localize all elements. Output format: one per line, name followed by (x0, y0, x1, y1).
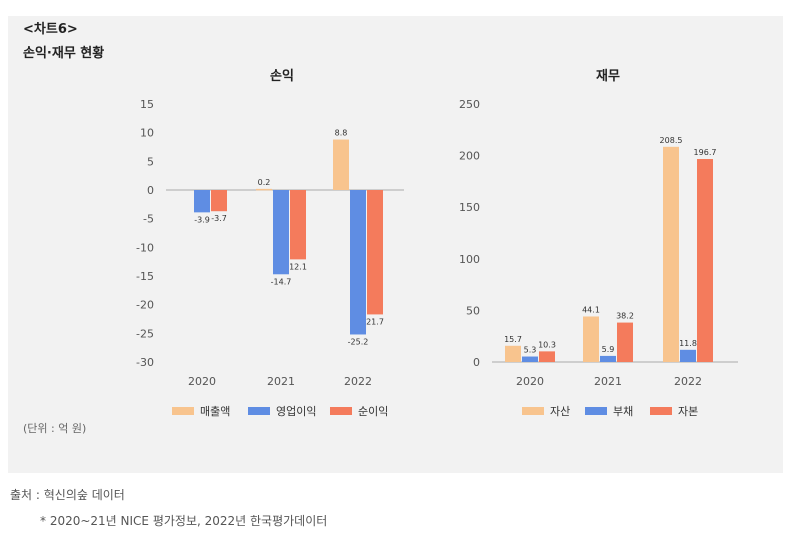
pl-legend-label: 영업이익 (276, 405, 316, 418)
fin-data-label: 38.2 (616, 312, 634, 321)
pl-bar (333, 139, 349, 190)
fin-y-tick-label: 100 (459, 253, 480, 266)
fin-legend-label: 자산 (550, 405, 570, 418)
fin-data-label: 208.5 (660, 136, 683, 145)
source-text: 출처 : 혁신의숲 데이터 (10, 488, 125, 502)
pl-bar (350, 190, 366, 335)
fin-legend-swatch (650, 407, 672, 415)
pl-data-label: -3.9 (194, 215, 210, 224)
pl-bar (194, 190, 210, 213)
pl-bar (367, 190, 383, 315)
fin-x-category-label: 2020 (516, 375, 544, 388)
fin-bar (583, 316, 599, 362)
pl-data-label: 8.8 (335, 129, 348, 138)
pl-bar (211, 190, 227, 212)
fin-bar (617, 322, 633, 362)
fin-bar (680, 349, 696, 362)
pl-y-tick-label: -15 (136, 270, 154, 283)
fin-data-label: 10.3 (538, 340, 556, 349)
fin-legend-label: 부채 (613, 405, 633, 418)
fin-chart-title: 재무 (596, 69, 620, 84)
fin-data-label: 196.7 (694, 148, 717, 157)
fin-bar (505, 345, 521, 362)
pl-legend-swatch (330, 407, 352, 415)
fin-x-category-label: 2021 (594, 375, 622, 388)
pl-data-label: -25.2 (348, 337, 369, 346)
fin-y-tick-label: 250 (459, 98, 480, 111)
chart-panel (8, 16, 783, 473)
chart-number-label: <차트6> (23, 22, 78, 37)
fin-bar (663, 146, 679, 362)
fin-y-tick-label: 150 (459, 201, 480, 214)
fin-data-label: 5.3 (524, 346, 537, 355)
fin-data-label: 5.9 (602, 345, 615, 354)
pl-y-tick-label: -5 (143, 213, 154, 226)
pl-y-tick-label: -30 (136, 356, 154, 369)
pl-legend-label: 매출액 (200, 405, 230, 418)
fin-data-label: 11.8 (679, 339, 697, 348)
pl-x-category-label: 2021 (267, 375, 295, 388)
pl-y-tick-label: 15 (140, 98, 154, 111)
pl-y-tick-label: -25 (136, 327, 154, 340)
footnote-text: * 2020~21년 NICE 평가정보, 2022년 한국평가데이터 (40, 514, 328, 528)
pl-bar (273, 190, 289, 275)
fin-bar (539, 351, 555, 362)
fin-legend-swatch (522, 407, 544, 415)
pl-y-tick-label: -10 (136, 241, 154, 254)
fin-y-tick-label: 50 (466, 304, 480, 317)
pl-legend-label: 순이익 (358, 405, 388, 418)
pl-x-category-label: 2020 (188, 375, 216, 388)
fin-y-tick-label: 200 (459, 150, 480, 163)
fin-legend-swatch (585, 407, 607, 415)
fin-x-category-label: 2022 (674, 375, 702, 388)
pl-y-tick-label: 10 (140, 127, 154, 140)
pl-legend-swatch (248, 407, 270, 415)
pl-data-label: -3.7 (211, 214, 227, 223)
fin-bar (600, 355, 616, 362)
unit-note: (단위 : 억 원) (23, 422, 87, 435)
fin-data-label: 44.1 (582, 305, 600, 314)
fin-y-tick-label: 0 (473, 356, 480, 369)
pl-bar (256, 188, 272, 191)
pl-y-tick-label: -20 (136, 299, 154, 312)
fin-bar (522, 356, 538, 362)
pl-data-label: 0.2 (258, 178, 271, 187)
pl-data-label: 21.7 (366, 317, 384, 326)
pl-bar (290, 190, 306, 260)
pl-x-category-label: 2022 (344, 375, 372, 388)
chart-subtitle: 손익·재무 현황 (23, 46, 105, 61)
fin-legend-label: 자본 (678, 405, 698, 418)
pl-data-label: -14.7 (271, 277, 292, 286)
pl-y-tick-label: 0 (147, 184, 154, 197)
pl-legend-swatch (172, 407, 194, 415)
fin-data-label: 15.7 (504, 335, 522, 344)
pl-data-label: 12.1 (289, 262, 307, 271)
pl-chart-title: 손익 (270, 68, 294, 84)
pl-y-tick-label: 5 (147, 155, 154, 168)
fin-bar (697, 159, 713, 362)
